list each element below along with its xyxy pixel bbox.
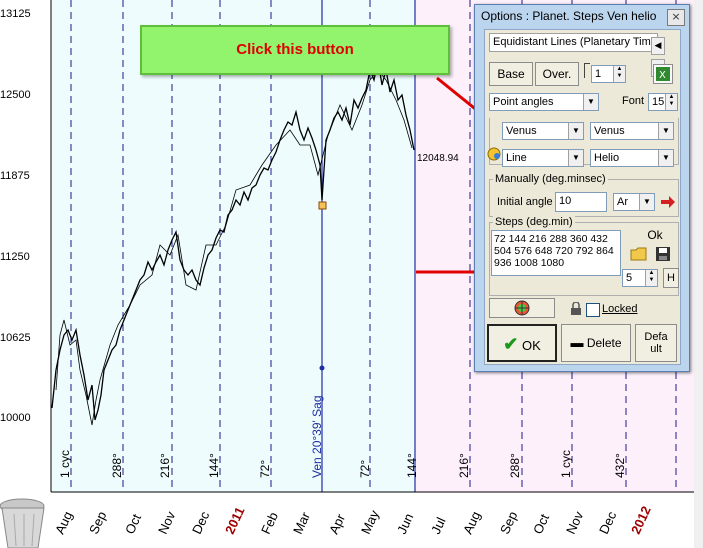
trash-icon[interactable] (0, 496, 48, 548)
price-series (51, 59, 415, 421)
manual-group: Manually (deg.minsec) (489, 173, 679, 217)
angle-label: 1 cyc (58, 449, 72, 478)
planet1-select[interactable]: Venus ▼ (502, 122, 584, 140)
font-size-value: 15 (652, 96, 665, 108)
sign-select[interactable]: Ar ▼ (613, 193, 655, 211)
chevron-down-icon: ▼ (658, 123, 673, 139)
steps-group: Steps (deg.min) (489, 216, 679, 296)
angle-label: 216° (457, 453, 471, 478)
tab-left-icon[interactable]: ◀ (651, 37, 665, 55)
delete-button-label: Delete (586, 336, 622, 350)
chevron-down-icon: ▼ (658, 150, 673, 166)
angle-mode-value: Point angles (493, 96, 554, 108)
angle-label: 432° (613, 453, 627, 478)
initial-angle-label: Initial angle (497, 196, 553, 208)
angle-label: 72° (358, 459, 372, 478)
line-style-select[interactable]: Line ▼ (502, 149, 584, 167)
callout-text: Click this button (236, 41, 354, 58)
chevron-down-icon: ▼ (568, 150, 583, 166)
angle-label: 288° (508, 453, 522, 478)
planet2-value: Venus (594, 125, 625, 137)
locked-checkbox[interactable] (586, 303, 600, 317)
y-label: 13125 (0, 8, 31, 20)
angle-label: 288° (110, 453, 124, 478)
count-value: 1 (595, 68, 602, 80)
sign-value: Ar (617, 196, 628, 208)
save-icon[interactable] (655, 246, 671, 262)
angle-label: 72° (258, 459, 272, 478)
tab-scroll: ◀▶ (651, 33, 677, 77)
steps-textarea[interactable]: 72 144 216 288 360 432 504 576 648 720 7… (491, 230, 621, 276)
angle-label: 1 cyc (559, 449, 573, 478)
planet2-select[interactable]: Venus ▼ (590, 122, 674, 140)
ok-small-button[interactable]: Ok (647, 228, 663, 242)
dialog-title: Options : Planet. Steps Ven helio (481, 9, 657, 23)
initial-angle-field[interactable]: 10 (555, 192, 607, 212)
chevron-down-icon: ▼ (568, 123, 583, 139)
count-bracket (584, 63, 590, 78)
steps-count-spin-icon[interactable]: ▲ ▼ (645, 270, 657, 286)
base-button[interactable]: Base (489, 62, 533, 86)
y-label: 12500 (0, 89, 31, 101)
tab-equidistant-lines[interactable]: Equidistant Lines (Planetary Time) (489, 33, 658, 52)
font-size-spin-icon[interactable]: ▲ ▼ (665, 94, 677, 110)
ok-button[interactable]: ✔ OK (487, 324, 557, 362)
chevron-down-icon: ▼ (583, 94, 598, 110)
instruction-callout: Click this button (140, 25, 450, 75)
planet1-value: Venus (506, 125, 537, 137)
angle-label: 144° (405, 453, 419, 478)
count-spin-icon[interactable]: ▲ ▼ (613, 66, 625, 82)
astro-wheel-icon (514, 300, 530, 316)
svg-text:X: X (659, 70, 666, 81)
planet-group (489, 118, 679, 165)
font-label: Font (622, 95, 645, 107)
y-label: 10625 (0, 332, 31, 344)
locked-label: Locked (602, 303, 638, 315)
line-style-value: Line (506, 152, 527, 164)
over-button[interactable]: Over. (535, 62, 579, 86)
dialog-body: Equidistant Lines (Planetary Time) ◀▶ Ba… (484, 29, 681, 365)
count-field[interactable]: 1 ▲ ▼ (591, 65, 626, 83)
close-button[interactable]: × (667, 9, 685, 26)
line-style-icon (487, 147, 501, 161)
y-label: 11250 (0, 251, 30, 263)
angle-label: 144° (207, 453, 221, 478)
chevron-down-icon: ▼ (639, 194, 654, 210)
options-dialog: Options : Planet. Steps Ven helio × Equi… (474, 4, 690, 372)
angle-mode-select[interactable]: Point angles ▼ (489, 93, 599, 111)
last-price-label: 12048.94 (417, 153, 459, 164)
ok-button-label: OK (521, 338, 541, 353)
folder-icon[interactable] (630, 246, 648, 262)
default-button[interactable]: Defa ult (635, 324, 677, 362)
minus-icon: ▬ (570, 335, 584, 350)
lock-icon (571, 302, 581, 315)
excel-button[interactable]: X (653, 64, 673, 84)
wheel-button[interactable] (489, 298, 555, 318)
apply-arrow-icon[interactable] (660, 195, 676, 209)
font-size-field[interactable]: 15 ▲ ▼ (648, 93, 678, 111)
h-button[interactable]: H (663, 268, 679, 288)
checkmark-icon: ✔ (503, 334, 519, 354)
venus-angle-label: Ven 20°39' Sag (310, 395, 324, 479)
y-label: 11875 (0, 170, 30, 182)
angle-label: 216° (158, 453, 172, 478)
steps-count-value: 5 (626, 272, 633, 284)
steps-group-label: Steps (deg.min) (493, 216, 575, 228)
cycle-zone-1 (52, 0, 415, 492)
y-label: 10000 (0, 412, 31, 424)
excel-icon: X (656, 67, 670, 81)
steps-count-field[interactable]: 5 ▲ ▼ (622, 269, 658, 287)
coordinate-value: Helio (594, 152, 620, 164)
coordinate-select[interactable]: Helio ▼ (590, 149, 674, 167)
delete-button[interactable]: ▬ Delete (561, 324, 631, 362)
venus-marker (318, 201, 327, 210)
manual-group-label: Manually (deg.minsec) (493, 173, 608, 185)
